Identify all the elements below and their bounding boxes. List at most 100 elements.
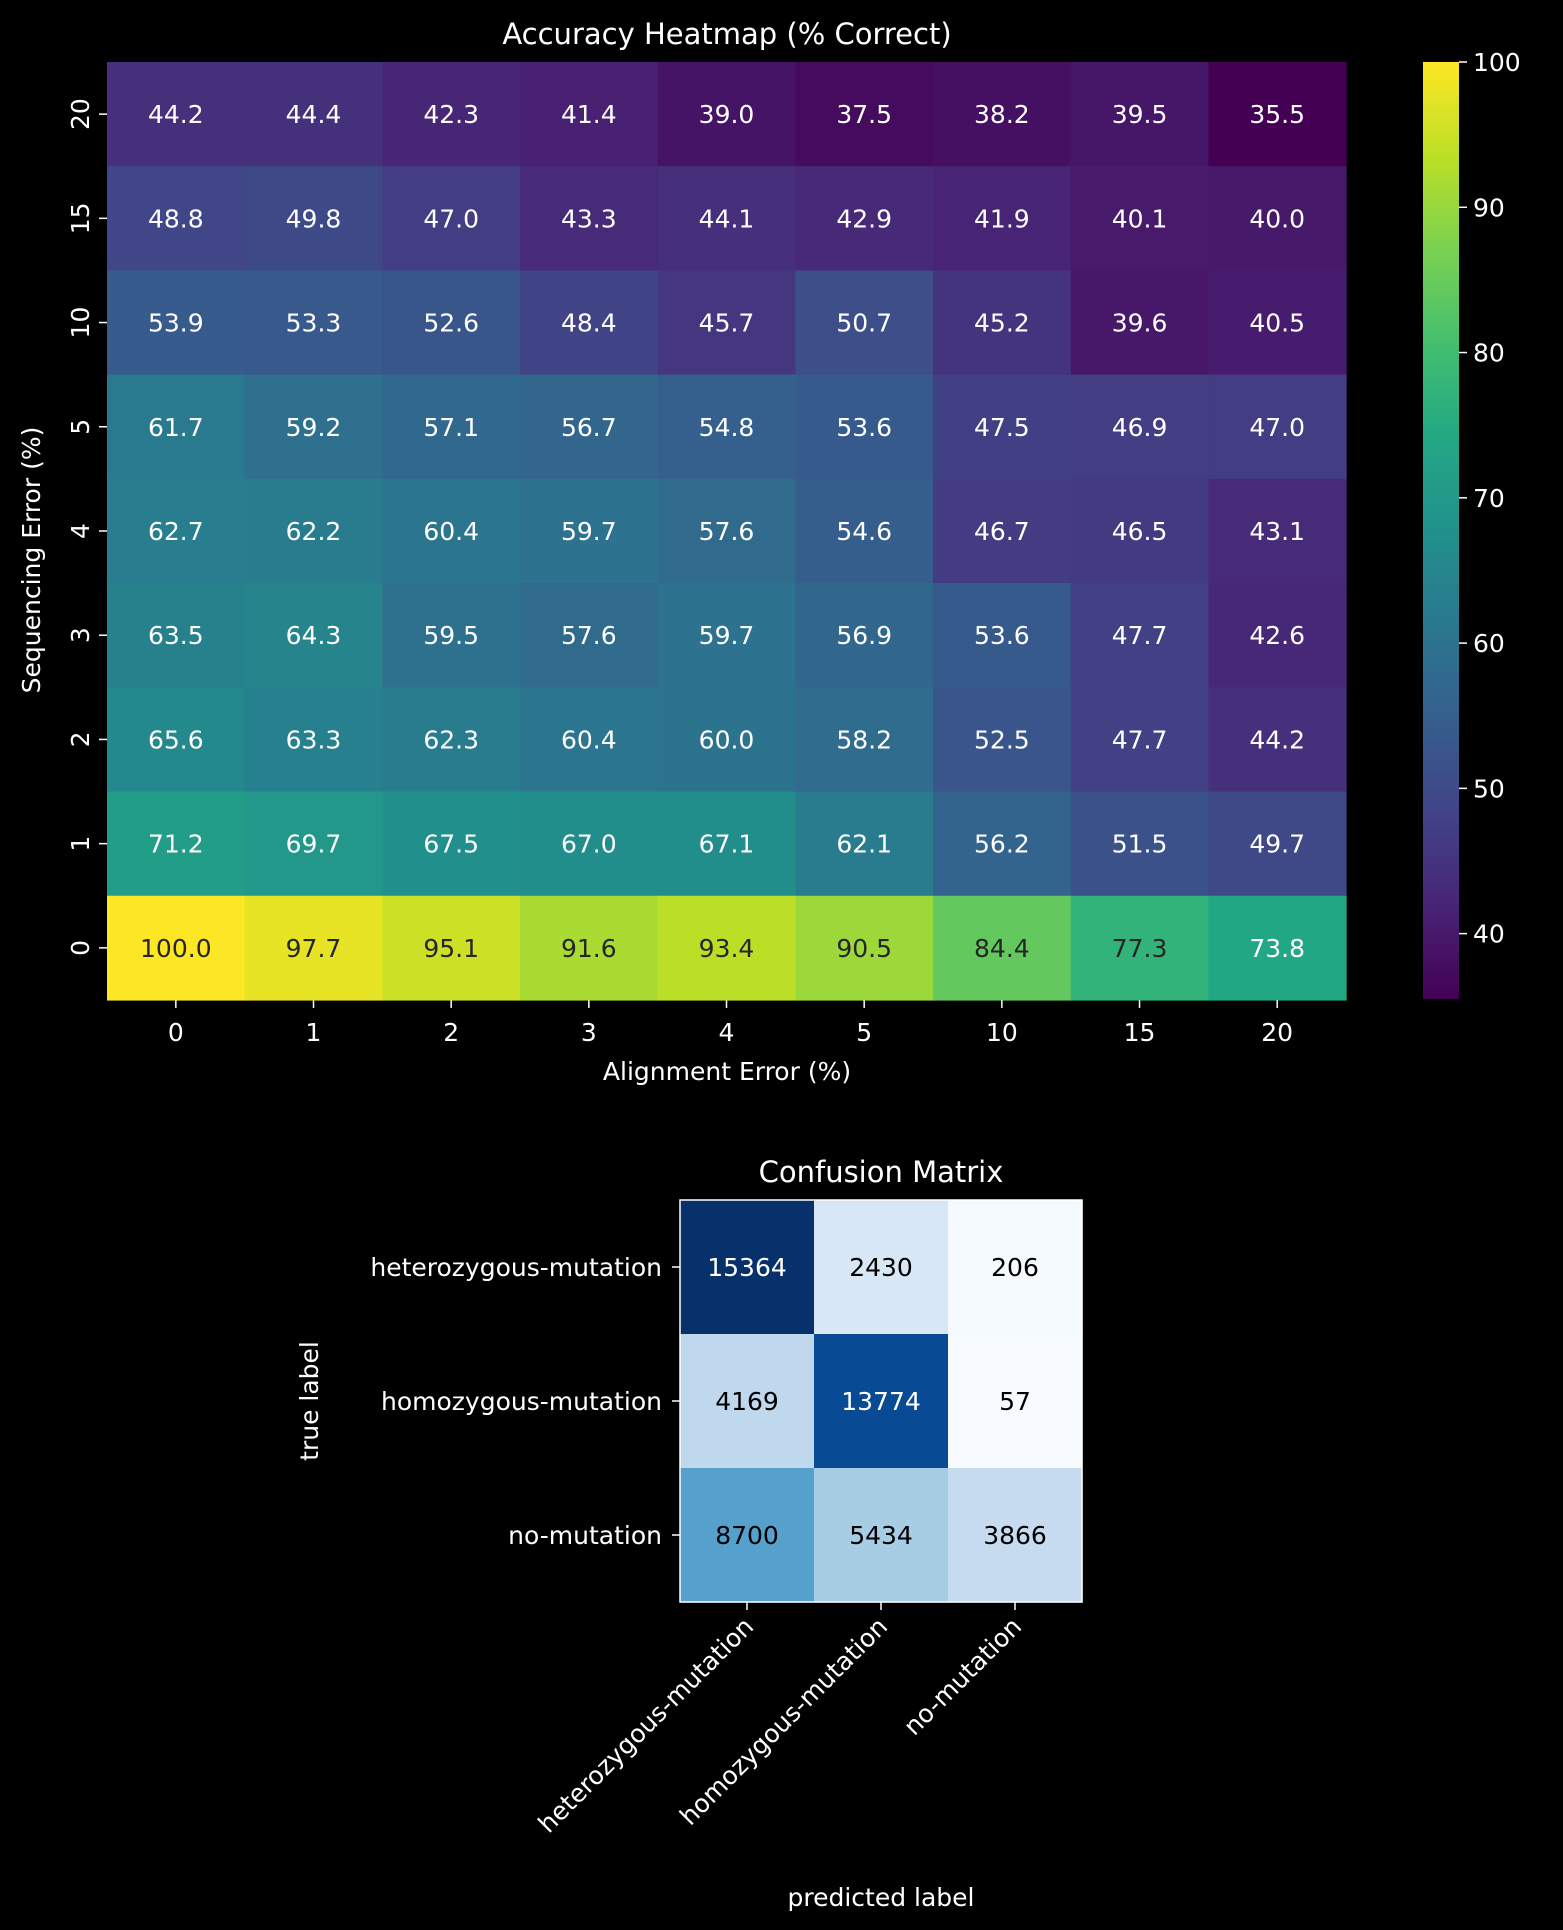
- heatmap-cell: [795, 62, 934, 167]
- heatmap-cell-value: 40.0: [1249, 204, 1305, 233]
- heatmap-cell: [244, 374, 383, 480]
- heatmap-cell: [1070, 895, 1209, 1001]
- colorbar-tick-label: 90: [1473, 193, 1505, 222]
- accuracy-heatmap: Accuracy Heatmap (% Correct) 44.2 44.4 42.…: [17, 17, 1347, 1086]
- heatmap-cell-value: 38.2: [974, 100, 1030, 129]
- heatmap-cell-value: 40.1: [1112, 204, 1168, 233]
- colorbar-tick-label: 100: [1473, 48, 1521, 77]
- heatmap-cell-value: 40.5: [1249, 309, 1305, 338]
- confusion-matrix-cell-value: 8700: [715, 1521, 779, 1550]
- heatmap-y-tick-label: 15: [66, 202, 95, 234]
- heatmap-x-tick-label: 15: [1124, 1018, 1156, 1047]
- heatmap-cell: [933, 687, 1072, 793]
- heatmap-cell-value: 61.7: [148, 413, 204, 442]
- colorbar-tick-label: 40: [1473, 920, 1505, 949]
- heatmap-cell: [107, 374, 246, 480]
- heatmap-cell: [107, 583, 246, 688]
- heatmap-cell: [933, 270, 1072, 376]
- confusion-matrix-y-ticks: heterozygous-mutation homozygous-mutation…: [370, 1253, 680, 1550]
- colorbar-tick-label: 50: [1473, 774, 1505, 803]
- heatmap-cell-value: 57.6: [561, 621, 617, 650]
- heatmap-cell-value: 91.6: [561, 934, 617, 963]
- heatmap-cell-value: 45.2: [974, 309, 1030, 338]
- heatmap-cell: [795, 895, 934, 1001]
- confusion-matrix-y-axis-label: true label: [295, 1341, 324, 1461]
- heatmap-cell-value: 54.8: [699, 413, 755, 442]
- heatmap-cell: [1208, 270, 1347, 376]
- heatmap-cell: [795, 270, 934, 376]
- heatmap-cell-value: 52.5: [974, 725, 1030, 754]
- heatmap-x-tick-label: 2: [443, 1018, 459, 1047]
- heatmap-cell-value: 47.7: [1112, 621, 1168, 650]
- heatmap-cell-value: 62.1: [836, 830, 892, 859]
- heatmap-cell-value: 44.2: [148, 100, 204, 129]
- heatmap-cell: [382, 166, 521, 272]
- heatmap-cell: [795, 583, 934, 688]
- heatmap-cell-value: 42.3: [423, 100, 479, 129]
- heatmap-cell: [1208, 791, 1347, 897]
- heatmap-cell-value: 67.5: [423, 830, 479, 859]
- heatmap-cell-value: 59.7: [561, 517, 617, 546]
- heatmap-cell-value: 46.9: [1112, 413, 1168, 442]
- heatmap-title: Accuracy Heatmap (% Correct): [502, 17, 951, 51]
- heatmap-cell-value: 39.6: [1112, 309, 1168, 338]
- heatmap-cell: [382, 583, 521, 688]
- heatmap-cell: [795, 374, 934, 480]
- heatmap-cell: [1208, 374, 1347, 480]
- heatmap-cell-value: 41.4: [561, 100, 617, 129]
- heatmap-x-tick-label: 4: [719, 1018, 735, 1047]
- heatmap-cell-value: 44.2: [1249, 725, 1305, 754]
- heatmap-cell-value: 71.2: [148, 830, 204, 859]
- heatmap-cell: [520, 687, 659, 793]
- heatmap-cell: [657, 62, 796, 167]
- heatmap-y-tick-label: 10: [66, 307, 95, 339]
- confusion-matrix-cell: [814, 1334, 949, 1469]
- heatmap-cell-value: 67.0: [561, 830, 617, 859]
- heatmap-cell: [520, 895, 659, 1001]
- heatmap-cell-value: 43.3: [561, 204, 617, 233]
- confusion-matrix-y-tick-label: no-mutation: [508, 1521, 662, 1550]
- heatmap-cell: [1070, 270, 1209, 376]
- heatmap-y-tick-label: 3: [66, 627, 95, 643]
- heatmap-y-tick-label: 2: [66, 731, 95, 747]
- heatmap-cell-value: 60.4: [423, 517, 479, 546]
- heatmap-cell: [933, 791, 1072, 897]
- heatmap-cell: [244, 166, 383, 272]
- heatmap-cell: [382, 895, 521, 1001]
- heatmap-cell: [107, 687, 246, 793]
- heatmap-cell: [382, 791, 521, 897]
- heatmap-cell: [1070, 791, 1209, 897]
- heatmap-y-tick-label: 5: [66, 419, 95, 435]
- confusion-matrix-cell-value: 3866: [983, 1521, 1047, 1550]
- heatmap-cell-value: 47.0: [1249, 413, 1305, 442]
- heatmap-cell: [382, 374, 521, 480]
- heatmap-cell-value: 56.7: [561, 413, 617, 442]
- heatmap-cell-value: 62.2: [286, 517, 342, 546]
- confusion-matrix-cell-value: 57: [999, 1387, 1031, 1416]
- heatmap-cell-value: 77.3: [1112, 934, 1168, 963]
- confusion-matrix-cell: [948, 1468, 1083, 1603]
- heatmap-cell-value: 57.1: [423, 413, 479, 442]
- heatmap-cell-value: 93.4: [699, 934, 755, 963]
- heatmap-y-tick-label: 0: [66, 940, 95, 956]
- heatmap-cell: [795, 478, 934, 584]
- heatmap-cell-value: 49.7: [1249, 830, 1305, 859]
- heatmap-cell-value: 53.3: [286, 309, 342, 338]
- heatmap-cell: [657, 374, 796, 480]
- heatmap-cell-value: 53.9: [148, 309, 204, 338]
- heatmap-cell-value: 49.8: [286, 204, 342, 233]
- heatmap-cell-value: 56.2: [974, 830, 1030, 859]
- heatmap-cell: [520, 374, 659, 480]
- heatmap-cell: [382, 270, 521, 376]
- heatmap-cell-value: 53.6: [836, 413, 892, 442]
- heatmap-cell-value: 47.7: [1112, 725, 1168, 754]
- heatmap-cell-value: 67.1: [699, 830, 755, 859]
- confusion-matrix-y-tick-label: homozygous-mutation: [381, 1387, 662, 1416]
- heatmap-cell-value: 73.8: [1249, 934, 1305, 963]
- heatmap-cell-value: 37.5: [836, 100, 892, 129]
- heatmap-cell-value: 46.7: [974, 517, 1030, 546]
- confusion-matrix-cell: [948, 1334, 1083, 1469]
- confusion-matrix-cells: 15364 2430 206 4169 13774 57 8700 5434 3866: [680, 1200, 1083, 1603]
